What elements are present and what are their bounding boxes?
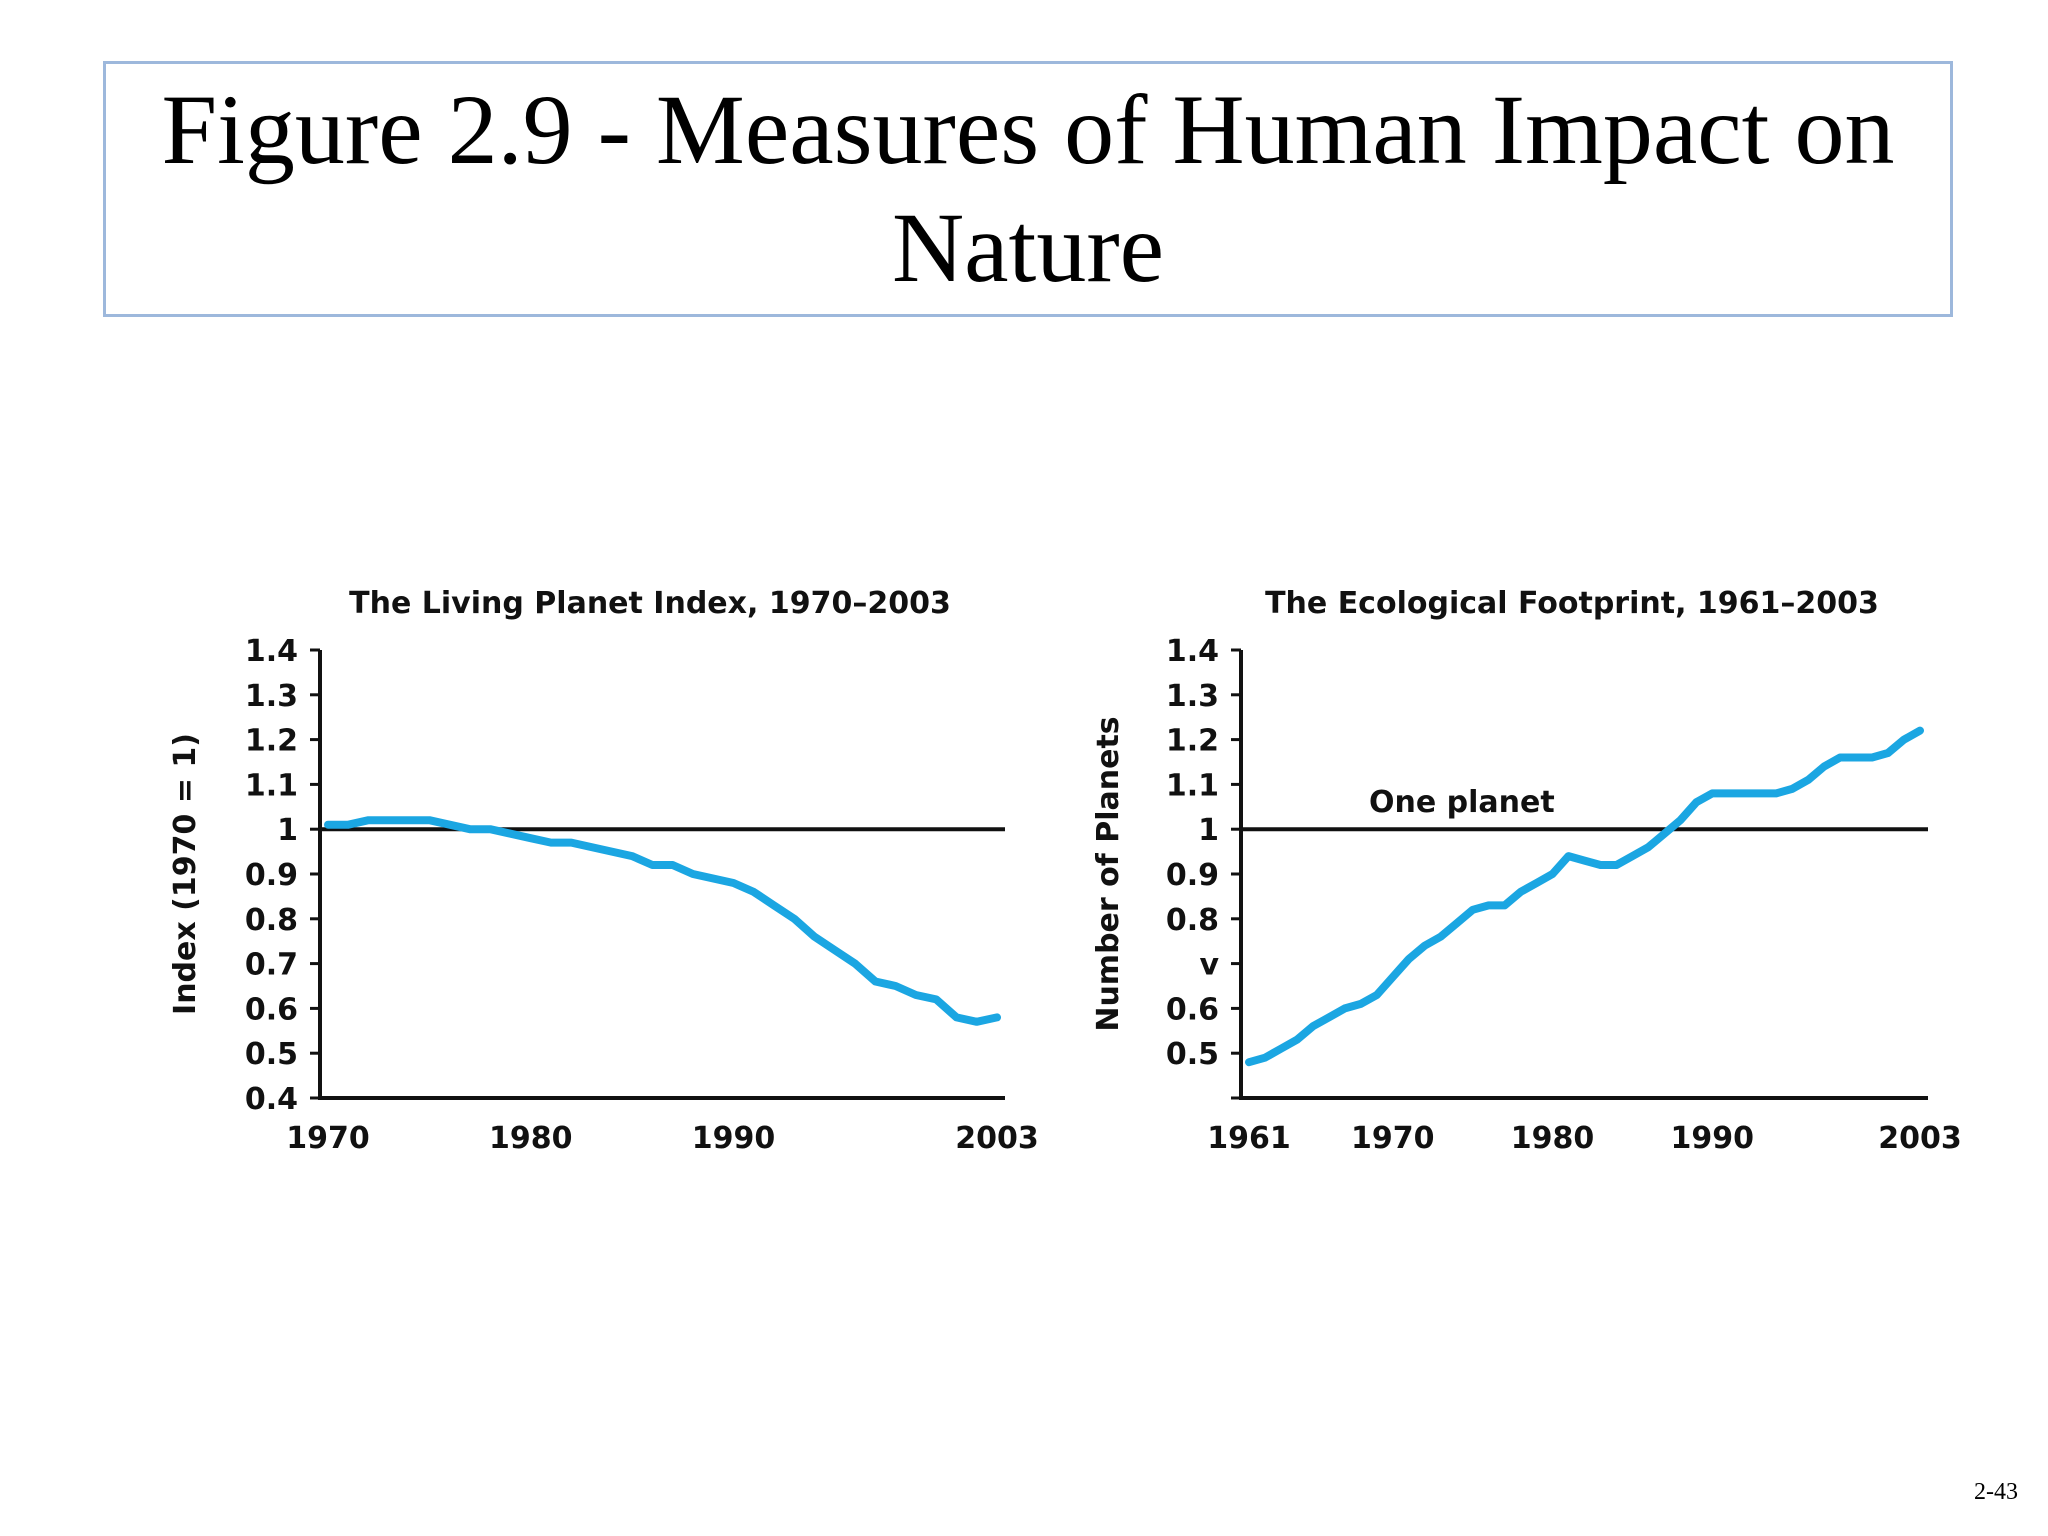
chart-lpi-series-line <box>324 816 1001 1026</box>
chart-lpi-ytick-label: 1.1 <box>245 768 298 803</box>
slide-title: Figure 2.9 - Measures of Human Impact on… <box>161 74 1895 303</box>
chart-footprint-xtick-label: 1990 <box>1671 1121 1755 1156</box>
chart-footprint-ytick-label: 1.4 <box>1166 634 1219 669</box>
chart-footprint-ytick-label: 1.2 <box>1166 724 1219 759</box>
chart-footprint-xtick-label: 1970 <box>1351 1121 1435 1156</box>
chart-footprint-ylabel: Number of Planets <box>1091 716 1126 1031</box>
chart-footprint-title: The Ecological Footprint, 1961–2003 <box>1265 586 1879 621</box>
chart-footprint-ytick-label: 1.3 <box>1166 679 1219 714</box>
chart-lpi-xtick-label: 1970 <box>286 1121 370 1156</box>
chart-lpi-xtick-label: 2003 <box>955 1121 1039 1156</box>
chart-lpi-ytick-label: 0.6 <box>245 992 298 1027</box>
chart-footprint-ytick-label: 0.6 <box>1166 992 1219 1027</box>
chart-footprint-ytick-label: 0.5 <box>1166 1037 1219 1072</box>
chart-lpi-ytick-label: 1.4 <box>245 634 298 669</box>
chart-lpi-ytick-label: 0.8 <box>245 903 298 938</box>
chart-footprint-series-line <box>1245 726 1924 1067</box>
chart-lpi-ytick-label: 0.9 <box>245 858 298 893</box>
chart-footprint-ytick-label: 0.8 <box>1166 903 1219 938</box>
chart-lpi-ytick-label: 0.7 <box>245 948 298 983</box>
chart-lpi-xtick-label: 1990 <box>692 1121 776 1156</box>
chart-lpi-ylabel: Index (1970 = 1) <box>168 733 203 1015</box>
chart-lpi-title: The Living Planet Index, 1970–2003 <box>349 586 951 621</box>
chart-footprint-xtick-label: 1961 <box>1207 1121 1291 1156</box>
chart-lpi-ytick-label: 0.4 <box>245 1082 298 1117</box>
chart-footprint-ytick-label: v <box>1199 948 1219 983</box>
chart-lpi-ytick-label: 1.2 <box>245 724 298 759</box>
chart-lpi-ytick-label: 1.3 <box>245 679 298 714</box>
chart-lpi-ytick-label: 0.5 <box>245 1037 298 1072</box>
chart-lpi-xtick-label: 1980 <box>489 1121 573 1156</box>
page-number: 2-43 <box>1974 1479 2018 1505</box>
chart-footprint-xtick-label: 1980 <box>1511 1121 1595 1156</box>
title-box: Figure 2.9 - Measures of Human Impact on… <box>103 61 1953 317</box>
chart-lpi-ytick-label: 1 <box>277 813 298 848</box>
chart-footprint-xtick-label: 2003 <box>1878 1121 1962 1156</box>
chart-footprint-reference-label: One planet <box>1369 785 1555 820</box>
chart-footprint-ytick-label: 1.1 <box>1166 768 1219 803</box>
chart-footprint-ytick-label: 0.9 <box>1166 858 1219 893</box>
chart-footprint-ytick-label: 1 <box>1198 813 1219 848</box>
